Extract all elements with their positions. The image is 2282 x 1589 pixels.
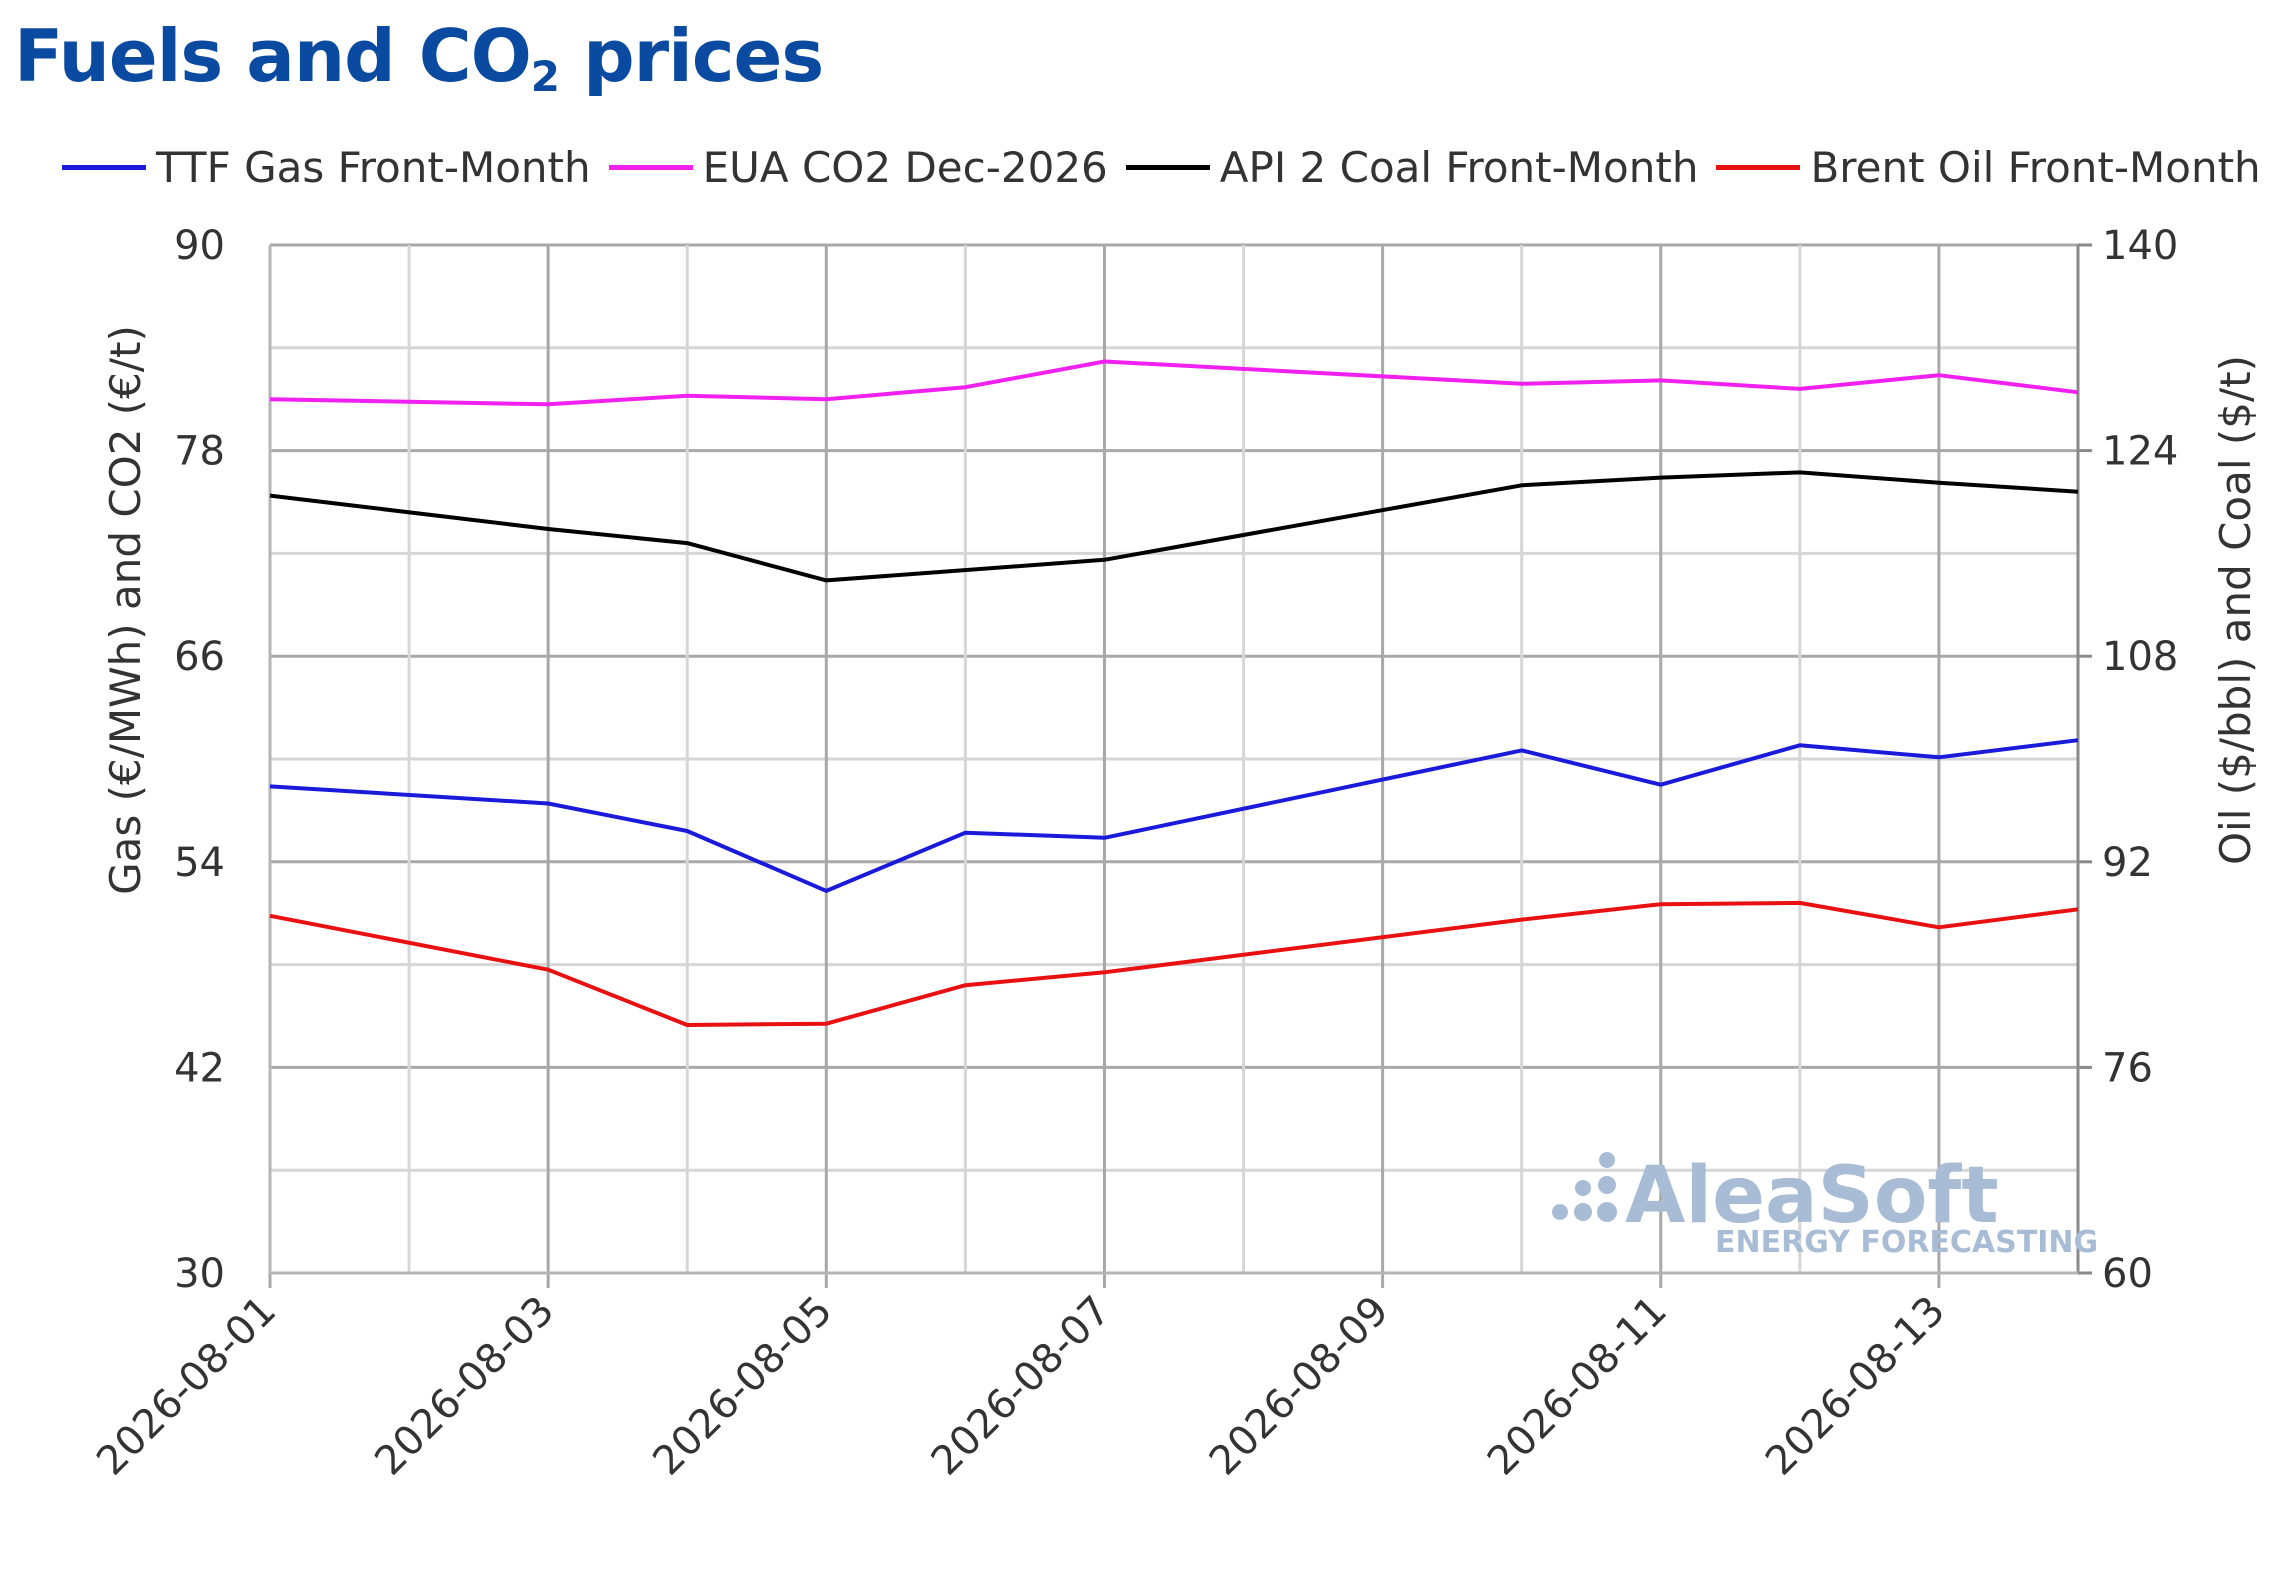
legend-item: API 2 Coal Front-Month	[1125, 143, 1699, 192]
y-left-tick-label: 66	[174, 634, 225, 680]
tick-labels: 30 42 54 66 78 90 60 76 92 108 124 140 2026-08-01 202…	[88, 223, 2178, 1484]
y-left-tick-label: 42	[174, 1045, 225, 1091]
y-left-tick-label: 90	[174, 223, 225, 269]
series-lines	[269, 359, 2079, 1027]
legend-label: EUA CO2 Dec-2026	[702, 143, 1108, 192]
x-tick-label: 2026-08-05	[644, 1288, 841, 1485]
x-tick-label: 2026-08-11	[1479, 1288, 1676, 1485]
x-tick-label: 2026-08-07	[923, 1288, 1120, 1485]
y-right-tick-label: 124	[2102, 429, 2178, 475]
watermark-tagline: ENERGY FORECASTING	[1715, 1225, 2098, 1260]
watermark-logo: AleaSoft ENERGY FORECASTING	[1552, 1151, 2098, 1260]
legend: TTF Gas Front-Month EUA CO2 Dec-2026 API 2…	[62, 143, 2279, 192]
legend-swatch	[608, 165, 693, 170]
watermark-brand: AleaSoft	[1625, 1151, 1999, 1241]
legend-label: Brent Oil Front-Month	[1810, 143, 2261, 192]
legend-swatch	[62, 165, 146, 170]
series-line-api-2-coal-front-month	[269, 470, 2079, 583]
legend-label: API 2 Coal Front-Month	[1219, 143, 1699, 192]
x-tick-label: 2026-08-09	[1201, 1288, 1398, 1485]
legend-item: TTF Gas Front-Month	[62, 143, 591, 192]
y-left-tick-label: 78	[174, 429, 225, 475]
y-right-tick-label: 92	[2102, 840, 2153, 886]
series-line-brent-oil-front-month	[269, 900, 2079, 1027]
y-axis-right-title: Oil ($/bbl) and Coal ($/t)	[2211, 355, 2260, 865]
legend-label: TTF Gas Front-Month	[156, 143, 591, 192]
y-left-tick-label: 30	[174, 1251, 225, 1297]
y-left-tick-label: 54	[174, 840, 225, 886]
x-tick-label: 2026-08-01	[88, 1288, 285, 1485]
series-line-eua-co2-dec-2026	[269, 359, 2079, 407]
legend-swatch	[1716, 165, 1801, 170]
series-line-ttf-gas-front-month	[269, 738, 2079, 893]
legend-swatch	[1125, 165, 1210, 170]
y-right-tick-label: 108	[2102, 634, 2178, 680]
legend-item: EUA CO2 Dec-2026	[608, 143, 1108, 192]
x-tick-label: 2026-08-13	[1757, 1288, 1954, 1485]
y-right-tick-label: 60	[2102, 1251, 2153, 1297]
y-right-tick-label: 76	[2102, 1045, 2153, 1091]
legend-item: Brent Oil Front-Month	[1716, 143, 2261, 192]
grid	[268, 243, 2080, 1288]
y-right-tick-label: 140	[2102, 223, 2178, 269]
axes	[268, 243, 2092, 1275]
x-tick-label: 2026-08-03	[366, 1288, 563, 1485]
chart-title: Fuels and CO2 prices	[14, 14, 824, 101]
y-axis-left-title: Gas (€/MWh) and CO2 (€/t)	[101, 325, 150, 895]
